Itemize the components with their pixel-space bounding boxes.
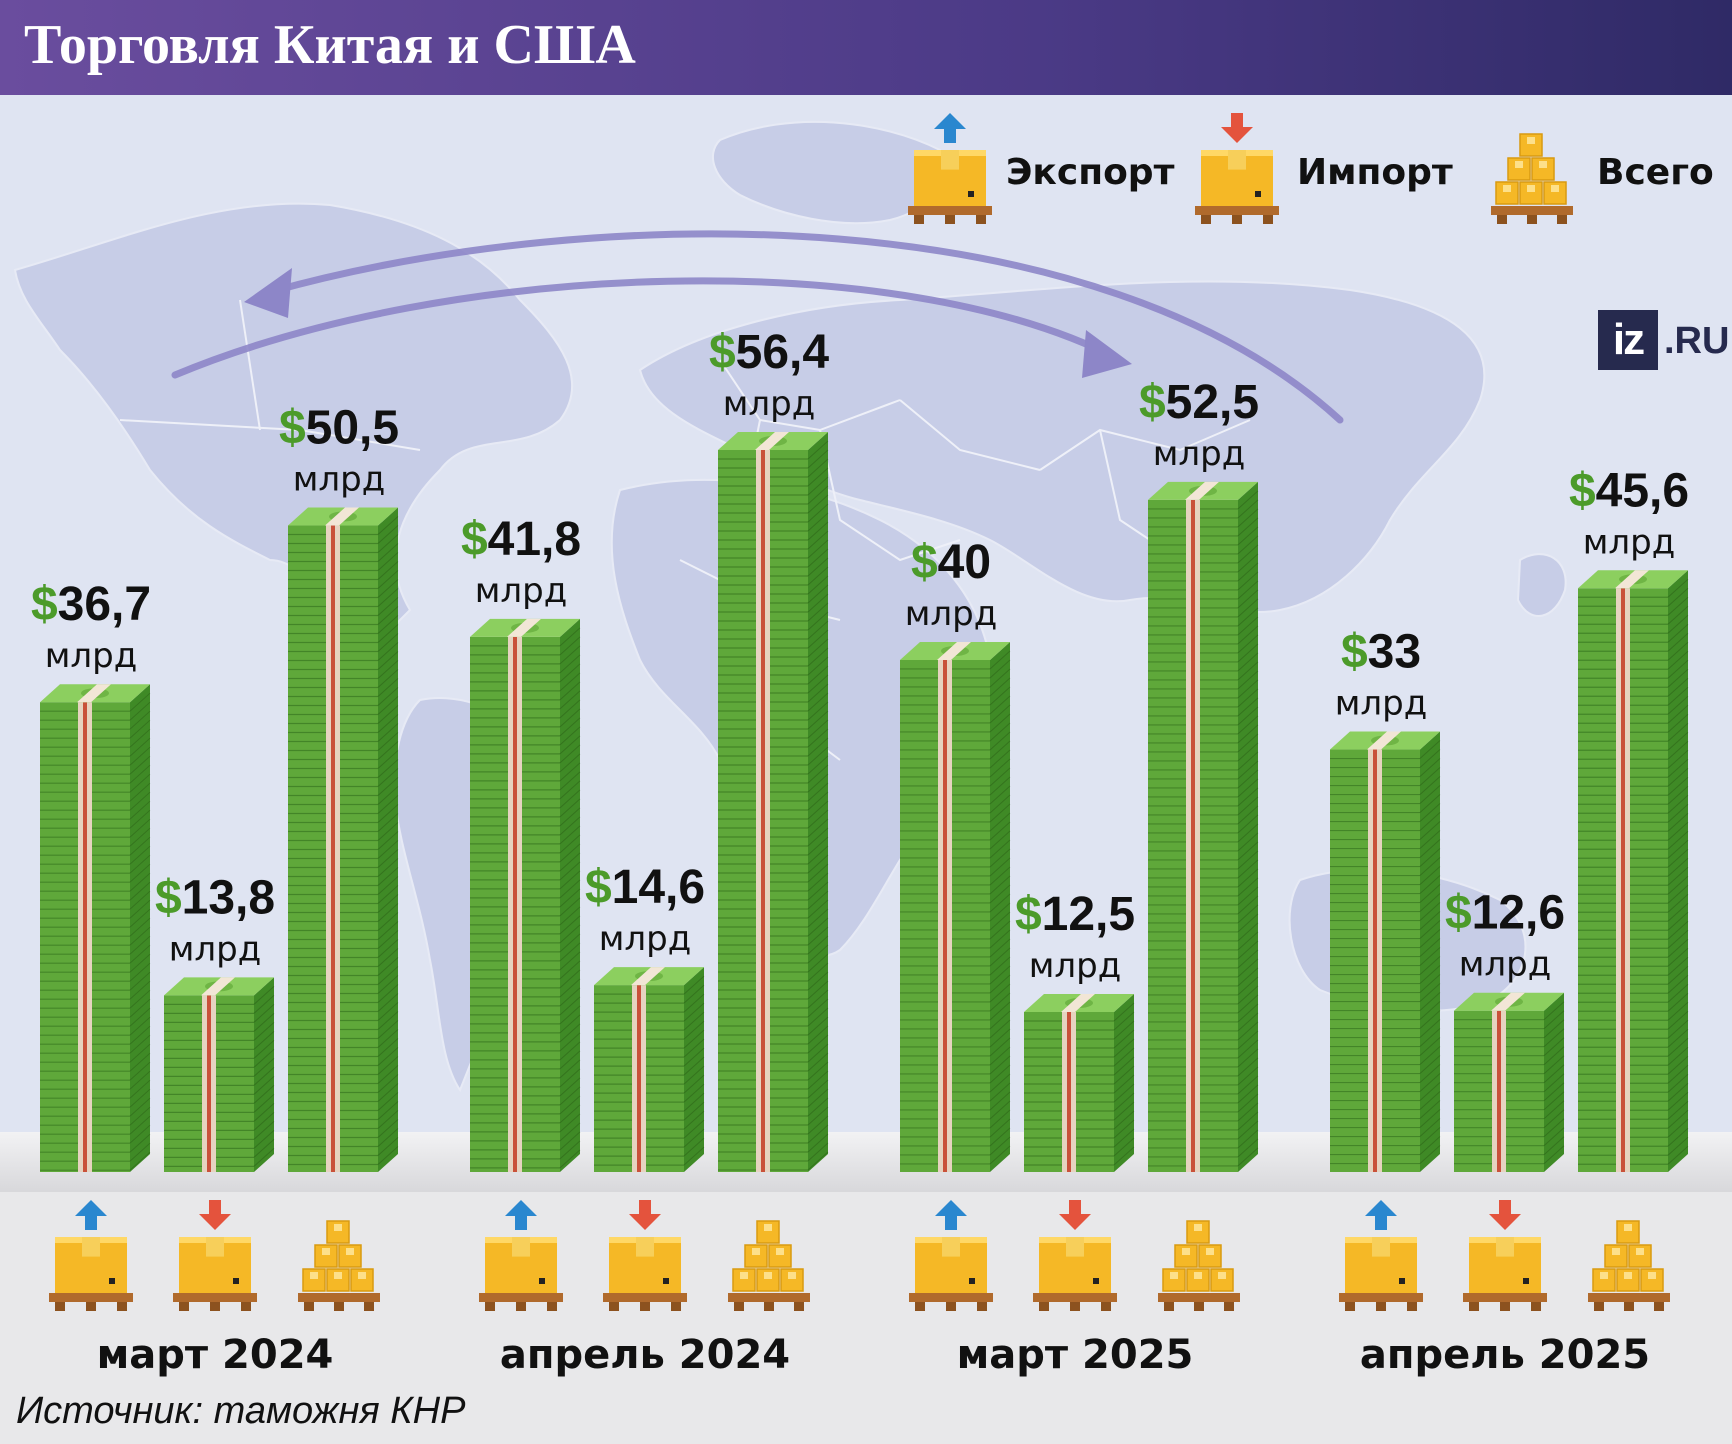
category-icon-import-1 <box>173 1200 257 1311</box>
category-icon-total-1 <box>298 1220 380 1311</box>
bar-total-1 <box>288 507 399 1172</box>
bar-import-2 <box>594 967 705 1172</box>
value-label-export-1: $36,7 <box>31 578 151 631</box>
category-labels: март 2024 апрель 2024 март 2025 апрель 2025 <box>97 1332 1651 1378</box>
value-label-import-2: $14,6 <box>585 861 705 914</box>
value-label-export-3: $40 <box>911 536 991 589</box>
map-border-4 <box>1039 419 1251 471</box>
value-label-total-1: $50,5 <box>279 402 399 455</box>
category-icon-export-4 <box>1339 1200 1423 1311</box>
bar-export-3 <box>900 641 1011 1172</box>
value-label-export-2: $41,8 <box>461 513 581 566</box>
category-icon-export-1 <box>49 1200 133 1311</box>
flow-to-usa-arrowhead <box>244 268 292 318</box>
legend-export-box-icon <box>908 113 992 224</box>
unit-label-total-1: млрд <box>293 460 385 500</box>
category-icon-import-2 <box>603 1200 687 1311</box>
category-label-3: март 2025 <box>957 1332 1194 1378</box>
bar-export-4 <box>1330 731 1441 1172</box>
bar-import-1 <box>164 977 275 1172</box>
logo-mark: iz <box>1598 310 1658 370</box>
source-note: Источник: таможня КНР <box>16 1390 466 1432</box>
category-icon-export-2 <box>479 1200 563 1311</box>
legend-label-export: Экспорт <box>1006 152 1175 193</box>
bar-export-1 <box>40 684 151 1172</box>
map-border-2 <box>899 399 1041 471</box>
bar-group-3: $40 млрд $12,5 млрд $52,5 млрд <box>900 376 1259 1172</box>
bar-groups: $36,7 млрд $13,8 млрд $50,5 млрд $41,8 млрд $14,… <box>31 326 1689 1172</box>
value-label-total-4: $45,6 <box>1569 464 1689 517</box>
value-label-total-3: $52,5 <box>1139 376 1259 429</box>
unit-label-total-2: млрд <box>723 384 815 424</box>
bottom-band <box>0 1192 1732 1444</box>
bar-total-2 <box>718 432 829 1172</box>
bar-group-1: $36,7 млрд $13,8 млрд $50,5 млрд <box>31 402 399 1172</box>
bar-import-3 <box>1024 993 1135 1172</box>
trade-flow-arrows <box>171 230 1344 424</box>
category-icon-export-3 <box>909 1200 993 1311</box>
category-icon-total-3 <box>1158 1220 1240 1311</box>
value-label-total-2: $56,4 <box>709 326 829 379</box>
map-border-1 <box>719 359 901 432</box>
map-landmass-7 <box>1516 553 1567 617</box>
flow-to-usa-line <box>266 230 1344 424</box>
bar-total-4 <box>1578 570 1689 1172</box>
map-landmass-3 <box>638 280 1486 614</box>
unit-label-export-2: млрд <box>475 571 567 611</box>
header-bar: Торговля Китая и США <box>0 0 1732 95</box>
legend <box>908 113 1573 224</box>
category-icon-total-4 <box>1588 1220 1670 1311</box>
value-label-import-4: $12,6 <box>1445 887 1565 940</box>
unit-label-export-1: млрд <box>45 636 137 676</box>
logo-domain: .RU <box>1664 320 1730 362</box>
bar-group-4: $33 млрд $12,6 млрд $45,6 млрд <box>1330 464 1689 1172</box>
iz-ru-logo: iz .RU <box>1598 308 1732 372</box>
category-label-2: апрель 2024 <box>500 1332 790 1378</box>
unit-label-export-3: млрд <box>905 594 997 634</box>
legend-label-import: Импорт <box>1297 152 1453 193</box>
value-label-import-3: $12,5 <box>1015 888 1135 941</box>
unit-label-export-4: млрд <box>1335 684 1427 724</box>
legend-total-boxes-icon <box>1491 133 1573 224</box>
legend-label-total: Всего <box>1597 152 1714 193</box>
legend-import-box-icon <box>1195 113 1279 224</box>
map-landmass-1 <box>13 202 574 642</box>
unit-label-import-1: млрд <box>169 929 261 969</box>
flow-to-china-line <box>171 277 1124 379</box>
category-icon-import-4 <box>1463 1200 1547 1311</box>
unit-label-import-4: млрд <box>1459 945 1551 985</box>
page-title: Торговля Китая и США <box>24 14 636 76</box>
map-border-6 <box>819 429 961 562</box>
unit-label-total-3: млрд <box>1153 434 1245 474</box>
bar-import-4 <box>1454 992 1565 1172</box>
category-label-1: март 2024 <box>97 1332 334 1378</box>
category-icons <box>49 1200 1670 1311</box>
map-border-10 <box>239 299 261 431</box>
flow-to-china-arrowhead <box>1082 330 1132 378</box>
bar-export-2 <box>470 618 581 1172</box>
unit-label-import-2: млрд <box>599 919 691 959</box>
unit-label-total-4: млрд <box>1583 522 1675 562</box>
bar-group-2: $41,8 млрд $14,6 млрд $56,4 млрд <box>461 326 829 1172</box>
category-icon-total-2 <box>728 1220 810 1311</box>
category-label-4: апрель 2025 <box>1360 1332 1650 1378</box>
bar-total-3 <box>1148 481 1259 1172</box>
unit-label-import-3: млрд <box>1029 946 1121 986</box>
category-icon-import-3 <box>1033 1200 1117 1311</box>
map-landmass-6 <box>711 120 948 225</box>
value-label-import-1: $13,8 <box>155 871 275 924</box>
value-label-export-4: $33 <box>1341 626 1421 679</box>
map-border-9 <box>119 419 421 451</box>
